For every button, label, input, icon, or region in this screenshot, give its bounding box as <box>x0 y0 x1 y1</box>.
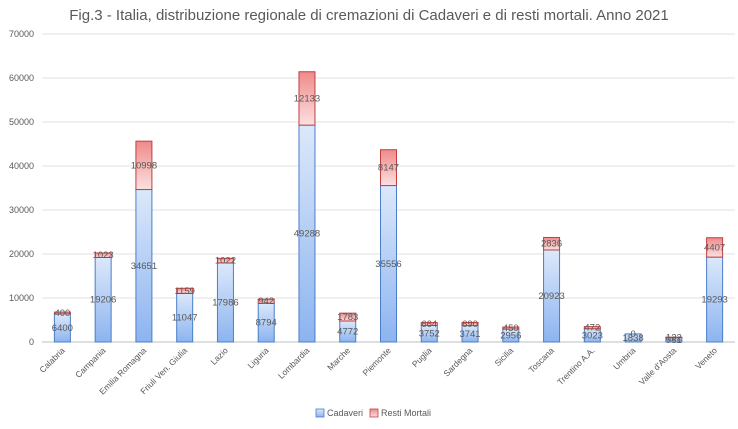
data-label-resti-mortali: 400 <box>54 308 70 319</box>
y-tick-label: 70000 <box>9 29 34 39</box>
x-tick-label: Calabria <box>37 345 67 375</box>
x-tick-label: Valle d'Aosta <box>637 345 679 387</box>
x-tick-label: Veneto <box>693 345 719 371</box>
data-label-resti-mortali: 12133 <box>294 93 320 104</box>
data-label-resti-mortali: 1023 <box>93 250 114 261</box>
data-label-cadaveri: 3023 <box>582 330 603 341</box>
data-label-resti-mortali: 1159 <box>174 286 194 297</box>
chart-title: Fig.3 - Italia, distribuzione regionale … <box>69 7 668 24</box>
x-tick-label: Trentino A.A. <box>555 345 597 387</box>
data-label-cadaveri: 17986 <box>212 297 238 308</box>
legend-swatch-resti-mortali <box>369 408 379 418</box>
x-tick-label: Piemonte <box>360 345 393 378</box>
data-label-cadaveri: 35556 <box>375 259 401 270</box>
legend: Cadaveri Resti Mortali <box>315 408 431 418</box>
data-labels: 6400 400 19206 1023 34651 10998 11047 1159 17986… <box>52 93 728 345</box>
data-label-cadaveri: 3741 <box>459 329 480 340</box>
bar-resti-mortali <box>339 312 357 322</box>
y-axis: 0 10000 20000 30000 40000 50000 60000 70000 <box>9 29 34 347</box>
legend-label-cadaveri: Cadaveri <box>327 408 363 418</box>
bar-resti-mortali <box>665 336 683 339</box>
bar-resti-mortali <box>298 71 316 126</box>
data-label-cadaveri: 3752 <box>419 329 440 340</box>
data-label-cadaveri: 981 <box>666 335 682 346</box>
bar-resti-mortali <box>706 237 724 258</box>
x-tick-label: Sardegna <box>441 345 474 378</box>
legend-label-resti-mortali: Resti Mortali <box>381 408 431 418</box>
data-label-resti-mortali: 1022 <box>215 256 236 267</box>
x-tick-label: Lombardia <box>276 345 312 381</box>
data-label-resti-mortali: 450 <box>503 323 519 334</box>
data-label-cadaveri: 6400 <box>52 323 73 334</box>
y-tick-label: 0 <box>29 337 34 347</box>
bar-resti-mortali <box>53 311 71 315</box>
x-tick-label: Liguria <box>245 345 270 370</box>
bar-resti-mortali <box>543 236 561 251</box>
data-label-cadaveri: 34651 <box>131 261 157 272</box>
data-label-resti-mortali: 8147 <box>378 163 399 174</box>
data-label-resti-mortali: 122 <box>666 332 682 343</box>
bar-resti-mortali <box>135 140 153 191</box>
x-tick-label: Puglia <box>410 345 434 369</box>
data-label-cadaveri: 49288 <box>294 229 320 240</box>
x-tick-label: Campania <box>73 345 108 380</box>
data-label-cadaveri: 8794 <box>256 318 277 329</box>
data-label-resti-mortali: 1783 <box>337 312 358 323</box>
legend-swatch-cadaveri <box>315 408 325 418</box>
data-label-cadaveri: 11047 <box>172 313 198 324</box>
bar-resti-mortali <box>583 326 601 330</box>
bar-resti-mortali <box>502 326 520 330</box>
x-tick-label: Toscana <box>527 345 557 375</box>
data-label-cadaveri: 19293 <box>701 295 727 306</box>
data-label-cadaveri: 2956 <box>500 330 521 341</box>
x-tick-label: Sicilia <box>492 345 515 368</box>
y-tick-label: 20000 <box>9 249 34 259</box>
data-label-resti-mortali: 664 <box>421 319 437 330</box>
data-label-cadaveri: 1838 <box>623 333 644 344</box>
data-label-resti-mortali: 690 <box>462 319 478 330</box>
y-tick-label: 30000 <box>9 205 34 215</box>
data-label-resti-mortali: 2836 <box>541 239 562 250</box>
bar-resti-mortali <box>380 149 397 187</box>
bar-cadaveri <box>624 333 642 343</box>
x-tick-label: Umbria <box>611 345 638 372</box>
bar-resti-mortali <box>461 322 479 327</box>
data-label-resti-mortali: 942 <box>258 296 274 307</box>
data-label-cadaveri: 20923 <box>538 291 564 302</box>
x-tick-label: Lazio <box>208 345 230 367</box>
x-tick-label: Marche <box>325 345 352 372</box>
data-label-cadaveri: 19206 <box>90 295 116 306</box>
data-label-resti-mortali: 472 <box>584 323 600 334</box>
data-label-cadaveri: 4772 <box>337 327 358 338</box>
y-tick-label: 10000 <box>9 293 34 303</box>
data-label-resti-mortali: 10998 <box>131 160 157 171</box>
data-label-resti-mortali: 0 <box>630 329 635 340</box>
bars <box>53 71 724 343</box>
bar-resti-mortali <box>176 287 194 294</box>
y-tick-label: 50000 <box>9 117 34 127</box>
bar-resti-mortali <box>257 298 275 304</box>
bar-resti-mortali <box>216 257 234 264</box>
y-tick-label: 40000 <box>9 161 34 171</box>
bar-resti-mortali <box>94 252 112 258</box>
y-tick-label: 60000 <box>9 73 34 83</box>
data-label-resti-mortali: 4407 <box>704 242 725 253</box>
bar-resti-mortali <box>420 322 438 326</box>
